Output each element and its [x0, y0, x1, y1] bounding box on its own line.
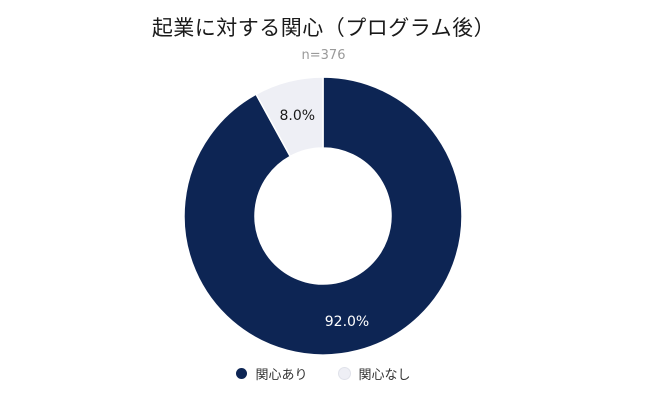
chart-subtitle: n=376 [301, 48, 346, 63]
legend-swatch-not-interested [337, 367, 351, 380]
legend-label-not-interested: 関心なし [358, 368, 411, 383]
slice-label-interested: 92.0% [325, 314, 369, 330]
legend-item-not-interested[interactable]: 関心なし [337, 364, 411, 383]
slice-interested[interactable] [183, 76, 463, 356]
legend-label-interested: 関心あり [255, 368, 308, 383]
legend-item-interested[interactable]: 関心あり [236, 364, 308, 383]
slice-label-not-interested: 8.0% [279, 108, 315, 124]
chart-title: 起業に対する関心（プログラム後） [151, 16, 496, 40]
legend: 関心あり 関心なし [0, 364, 647, 383]
slice-not-interested[interactable] [255, 76, 324, 158]
legend-swatch-interested [236, 368, 248, 379]
